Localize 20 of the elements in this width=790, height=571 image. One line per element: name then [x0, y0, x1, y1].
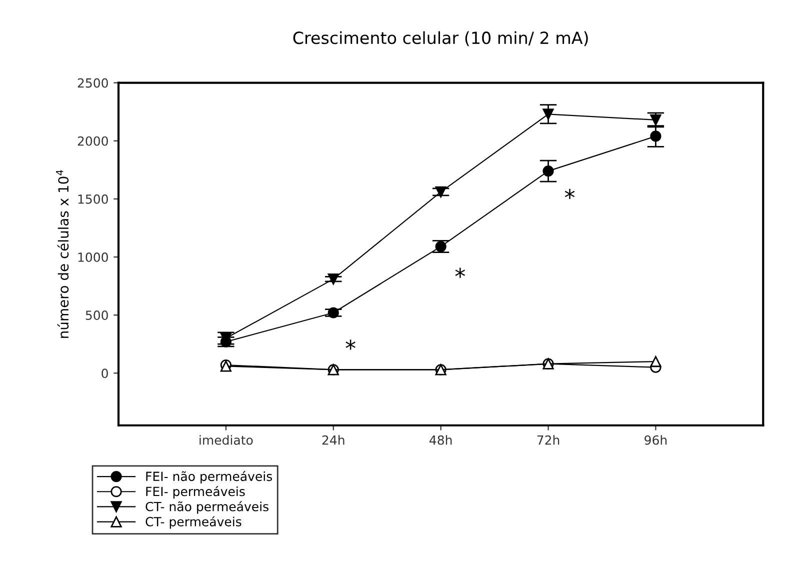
x-tick-label: 96h — [644, 435, 667, 445]
x-tick-label: 24h — [322, 435, 344, 445]
y-tick-label: 2500 — [78, 78, 108, 88]
x-tick-label: 48h — [430, 435, 452, 445]
annotation: * — [455, 268, 466, 278]
x-tick-label: 72h — [537, 435, 560, 445]
annotation: * — [346, 340, 356, 350]
y-tick-label: 500 — [86, 310, 108, 320]
y-tick-label: 2000 — [78, 136, 108, 146]
legend-label: CT- permeáveis — [146, 516, 242, 529]
y-tick-label: 0 — [102, 368, 108, 378]
y-axis-title: número de células x 10$^{4}$ — [56, 170, 69, 338]
legend-label: FEI- não permeáveis — [146, 470, 272, 484]
y-tick-label: 1000 — [78, 252, 108, 262]
annotation: * — [564, 188, 575, 200]
x-tick-label: imediato — [200, 435, 253, 445]
y-tick-label: 1500 — [78, 194, 108, 204]
legend-label: CT- não permeáveis — [146, 501, 268, 514]
chart-title: Crescimento celular (10 min/ 2 mA) — [293, 31, 588, 46]
legend-label: FEI- permeáveis — [146, 486, 245, 499]
